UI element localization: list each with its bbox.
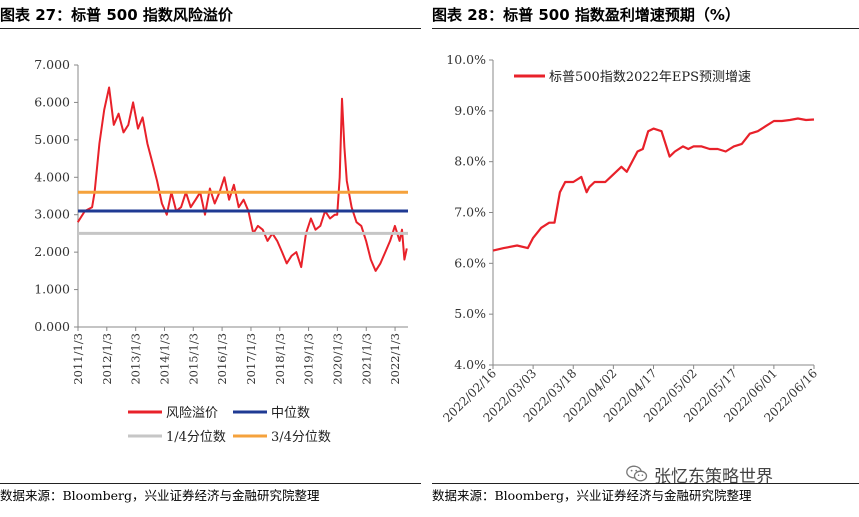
legend-median-label: 中位数: [271, 406, 310, 421]
x-tick-label: 2021/1/3: [359, 333, 373, 385]
x-tick-label: 2020/1/3: [330, 333, 344, 385]
x-tick-label: 2013/1/3: [129, 333, 143, 385]
y-tick-label: 0.000: [34, 319, 70, 334]
x-tick-label: 2017/1/3: [244, 333, 258, 385]
x-tick-label: 2019/1/3: [302, 333, 316, 385]
chart28-title: 图表 28：标普 500 指数盈利增速预期（%）: [432, 0, 859, 29]
watermark: 张忆东策略世界: [626, 462, 773, 487]
y-tick-label: 7.0%: [454, 205, 486, 220]
eps-growth-chart: 4.0%5.0%6.0%7.0%8.0%9.0%10.0%2022/02/162…: [440, 52, 820, 425]
legend-risk-premium-label: 风险溢价: [166, 406, 218, 421]
y-tick-label: 5.000: [34, 132, 70, 147]
y-tick-label: 3.000: [34, 207, 70, 222]
chart28-source: 数据来源：Bloomberg，兴业证券经济与金融研究院整理: [432, 483, 859, 506]
y-tick-label: 10.0%: [446, 52, 486, 67]
chart27-source: 数据来源：Bloomberg，兴业证券经济与金融研究院整理: [0, 483, 421, 506]
y-tick-label: 5.0%: [454, 306, 486, 321]
x-tick-label: 2011/1/3: [71, 333, 85, 385]
y-tick-label: 7.000: [34, 57, 70, 72]
y-tick-label: 1.000: [34, 282, 70, 297]
watermark-text: 张忆东策略世界: [654, 466, 773, 487]
y-tick-label: 9.0%: [454, 103, 486, 118]
risk-premium-chart: 0.000 1.000 2.000 3.000 4.000 5.000 6.000 7.000…: [34, 57, 408, 445]
y-tick-label: 4.000: [34, 169, 70, 184]
x-tick-label: 2018/1/3: [273, 333, 287, 385]
y-tick-label: 2.000: [34, 244, 70, 259]
x-tick-label: 2022/1/3: [388, 333, 402, 385]
y-tick-label: 6.000: [34, 94, 70, 109]
y-tick-label: 6.0%: [454, 255, 486, 270]
x-tick-label: 2012/1/3: [100, 333, 114, 385]
chart27-title: 图表 27：标普 500 指数风险溢价: [0, 0, 421, 29]
x-tick-label: 2014/1/3: [157, 333, 171, 385]
eps-growth-line: [492, 117, 815, 252]
y-tick-label: 4.0%: [454, 357, 486, 372]
legend-q1-label: 1/4分位数: [166, 430, 226, 445]
y-tick-label: 8.0%: [454, 154, 486, 169]
x-tick-label: 2015/1/3: [186, 333, 200, 385]
legend-q3-label: 3/4分位数: [271, 430, 331, 445]
wechat-icon: [626, 465, 648, 482]
legend-eps-label: 标普500指数2022年EPS预测增速: [549, 70, 751, 85]
risk-premium-line: [76, 86, 408, 272]
x-tick-label: 2016/1/3: [215, 333, 229, 385]
